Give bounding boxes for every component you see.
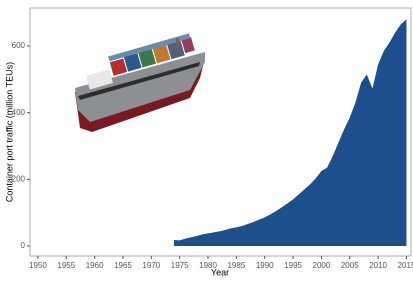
- x-tick-label: 1960: [86, 261, 104, 270]
- x-tick-label: 1975: [171, 261, 189, 270]
- y-tick-label: 600: [12, 41, 26, 50]
- x-tick-label: 1995: [284, 261, 302, 270]
- x-tick-label: 2015: [398, 261, 413, 270]
- x-tick-label: 1970: [142, 261, 160, 270]
- y-tick-label: 200: [12, 174, 26, 183]
- x-tick-label: 1950: [29, 261, 47, 270]
- chart: Year Container port traffic (million TEU…: [0, 0, 413, 280]
- x-tick-label: 1955: [57, 261, 75, 270]
- x-tick-label: 1980: [199, 261, 217, 270]
- x-tick-label: 2005: [341, 261, 359, 270]
- x-tick-label: 2000: [313, 261, 331, 270]
- y-tick-label: 400: [12, 108, 26, 117]
- x-tick-label: 2010: [369, 261, 387, 270]
- x-tick-label: 1990: [256, 261, 274, 270]
- x-tick-label: 1965: [114, 261, 132, 270]
- x-tick-label: 1985: [227, 261, 245, 270]
- y-tick-label: 0: [21, 241, 26, 250]
